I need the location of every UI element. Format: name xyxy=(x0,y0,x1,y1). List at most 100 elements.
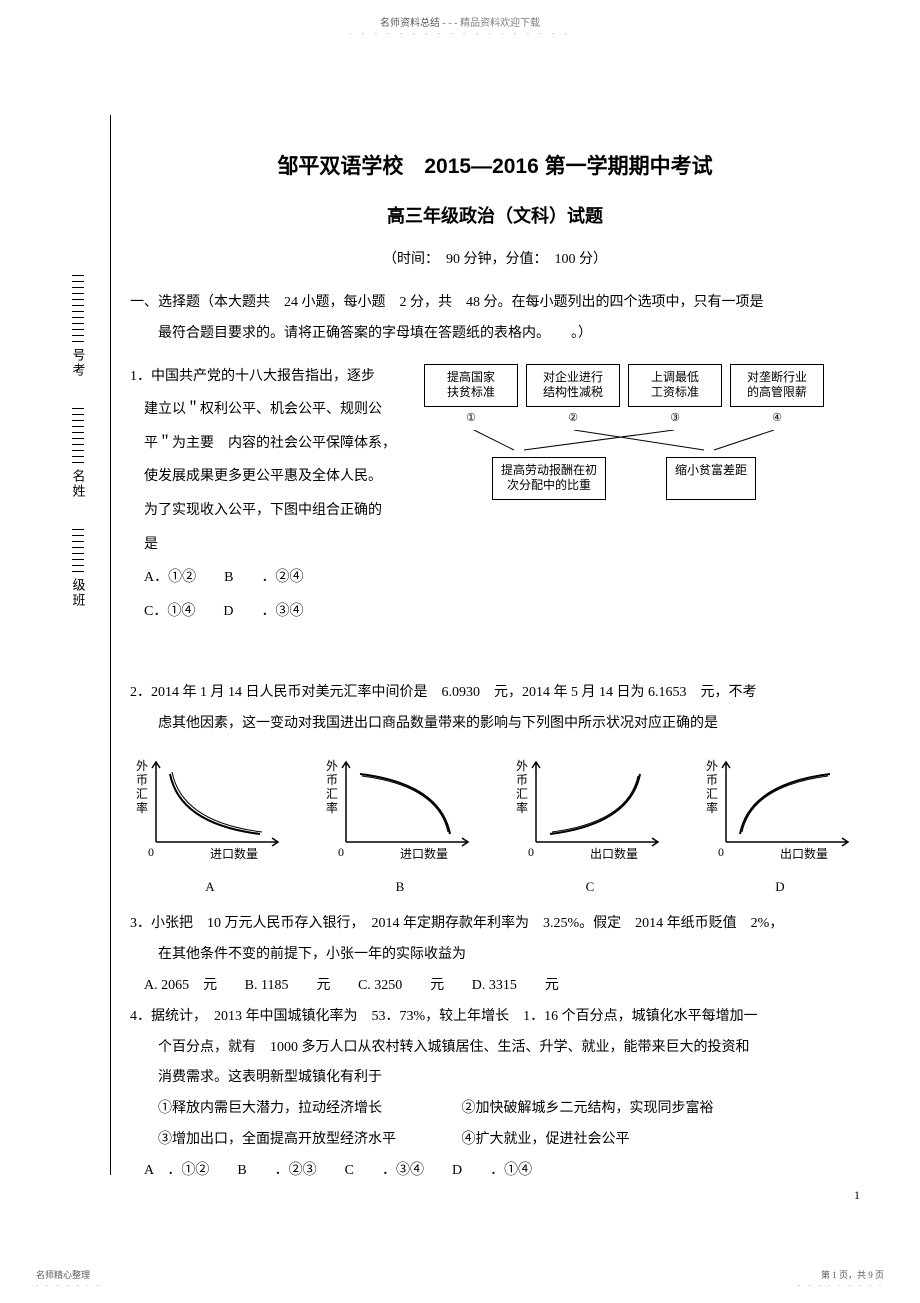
q3-options: A. 2065 元 B. 1185 元 C. 3250 元 D. 3315 元 xyxy=(130,971,860,1002)
svg-text:率: 率 xyxy=(706,800,718,815)
svg-text:出口数量: 出口数量 xyxy=(780,846,828,861)
svg-text:币: 币 xyxy=(516,773,528,787)
q1-diagram: 提高国家扶贫标准 对企业进行结构性减税 上调最低工资标准 对垄断行业的高管限薪 … xyxy=(424,360,824,500)
chart-c: 外币 汇率 0 出口数量 C xyxy=(510,754,670,901)
diagram-box-bottom: 提高劳动报酬在初次分配中的比重 xyxy=(492,457,606,500)
q1-opt-ab: A．①② B ．②④ xyxy=(130,561,400,595)
binding-dashes xyxy=(72,408,84,463)
page-number: 1 xyxy=(854,1188,860,1203)
svg-text:0: 0 xyxy=(148,845,154,859)
footer-right: 第 1 页，共 9 页 - - - - - - - - - xyxy=(798,1268,884,1289)
diagram-num: ④ xyxy=(730,411,824,424)
svg-text:进口数量: 进口数量 xyxy=(210,846,258,861)
svg-text:汇: 汇 xyxy=(136,787,148,801)
header-left: 名师资料总结 xyxy=(380,18,443,29)
page-content: 邹平双语学校 2015—2016 第一学期期中考试 高三年级政治（文科）试题 （… xyxy=(130,150,860,1187)
chart-d: 外币 汇率 0 出口数量 D xyxy=(700,754,860,901)
section-line1: 一、选择题（本大题共 24 小题，每小题 2 分，共 48 分。在每小题列出的四… xyxy=(130,295,764,310)
section-line2: 最符合题目要求的。请将正确答案的字母填在答题纸的表格内。 。） xyxy=(130,319,860,350)
svg-text:0: 0 xyxy=(338,845,344,859)
q4-line2: 个百分点，就有 1000 多万人口从农村转入城镇居住、生活、升学、就业，能带来巨… xyxy=(130,1033,860,1064)
q3-line2: 在其他条件不变的前提下，小张一年的实际收益为 xyxy=(130,940,860,971)
q3-opt-b: B. 1185 元 xyxy=(245,971,331,1002)
q3-opt-c: C. 3250 元 xyxy=(358,971,444,1002)
question-3: 3．小张把 10 万元人民币存入银行， 2014 年定期存款年利率为 3.25%… xyxy=(130,909,860,1001)
svg-text:汇: 汇 xyxy=(516,787,528,801)
question-1: 1．中国共产党的十八大报告指出，逐步 建立以＂权利公平、机会公平、规则公 平＂为… xyxy=(130,360,860,629)
svg-text:币: 币 xyxy=(326,773,338,787)
svg-text:汇: 汇 xyxy=(706,787,718,801)
binding-label-class: 级班 xyxy=(69,578,88,608)
binding-dashes xyxy=(72,275,84,342)
q1-opt-cd: C．①④ D ．③④ xyxy=(130,595,400,629)
diagram-num: ③ xyxy=(628,411,722,424)
svg-text:进口数量: 进口数量 xyxy=(400,846,448,861)
svg-text:币: 币 xyxy=(136,773,148,787)
vertical-rule xyxy=(110,115,111,1175)
diagram-box: 对企业进行结构性减税 xyxy=(526,364,620,407)
time-info: （时间： 90 分钟，分值： 100 分） xyxy=(130,248,860,268)
chart-label-b: B xyxy=(320,873,480,902)
ylabel: 外 xyxy=(136,759,148,773)
binding-dashes xyxy=(72,529,84,572)
svg-text:外: 外 xyxy=(516,759,528,773)
q4-line3: 消费需求。这表明新型城镇化有利于 xyxy=(130,1063,860,1094)
diagram-num: ① xyxy=(424,411,518,424)
q2-charts: 外 币 汇 率 0 进口数量 A 外币 汇率 xyxy=(130,754,860,901)
q3-line1: 3．小张把 10 万元人民币存入银行， 2014 年定期存款年利率为 3.25%… xyxy=(130,909,860,940)
chart-label-d: D xyxy=(700,873,860,902)
exam-title: 邹平双语学校 2015—2016 第一学期期中考试 xyxy=(130,150,860,180)
svg-text:率: 率 xyxy=(136,800,148,815)
q1-line: 建立以＂权利公平、机会公平、规则公 xyxy=(130,393,400,427)
diagram-box: 上调最低工资标准 xyxy=(628,364,722,407)
q2-line2: 虑其他因素，这一变动对我国进出口商品数量带来的影响与下列图中所示状况对应正确的是 xyxy=(130,709,860,740)
footer-left-text: 名师精心整理 xyxy=(36,1268,102,1281)
exam-subtitle: 高三年级政治（文科）试题 xyxy=(130,202,860,228)
diagram-box: 提高国家扶贫标准 xyxy=(424,364,518,407)
q1-text: 1．中国共产党的十八大报告指出，逐步 建立以＂权利公平、机会公平、规则公 平＂为… xyxy=(130,360,400,629)
q4-sub4: ④扩大就业，促进社会公平 xyxy=(462,1132,630,1147)
svg-text:0: 0 xyxy=(528,845,534,859)
q4-sub3: ③增加出口，全面提高开放型经济水平 xyxy=(158,1125,458,1156)
svg-text:外: 外 xyxy=(706,759,718,773)
question-2: 2．2014 年 1 月 14 日人民币对美元汇率中间价是 6.0930 元，2… xyxy=(130,678,860,901)
header-sep: - - - xyxy=(443,18,458,29)
chart-label-c: C xyxy=(510,873,670,902)
binding-label-name: 名姓 xyxy=(69,469,88,499)
header-right: 精品资料欢迎下载 xyxy=(460,18,540,29)
footer-left: 名师精心整理 - - - - - - - xyxy=(36,1268,102,1289)
q3-opt-d: D. 3315 元 xyxy=(472,971,559,1002)
diagram-box-bottom: 缩小贫富差距 xyxy=(666,457,756,500)
header-dots: - - - - - - - - - - - - - - - - - - xyxy=(0,29,920,38)
q4-sub1: ①释放内需巨大潜力，拉动经济增长 xyxy=(158,1094,458,1125)
diagram-box: 对垄断行业的高管限薪 xyxy=(730,364,824,407)
svg-text:率: 率 xyxy=(516,800,528,815)
svg-text:出口数量: 出口数量 xyxy=(590,846,638,861)
top-header: 名师资料总结 - - - 精品资料欢迎下载 - - - - - - - - - … xyxy=(0,14,920,38)
footer-dots: - - - - - - - xyxy=(36,1281,102,1289)
q1-line: 为了实现收入公平，下图中组合正确的 xyxy=(130,494,400,528)
footer-right-text: 第 1 页，共 9 页 xyxy=(798,1268,884,1281)
diagram-connectors xyxy=(424,430,824,452)
svg-text:0: 0 xyxy=(718,845,724,859)
q1-line: 是 xyxy=(130,528,400,562)
q1-line: 平＂为主要 内容的社会公平保障体系， xyxy=(130,427,400,461)
q4-subs: ①释放内需巨大潜力，拉动经济增长 ②加快破解城乡二元结构，实现同步富裕 xyxy=(130,1094,860,1125)
chart-a: 外 币 汇 率 0 进口数量 A xyxy=(130,754,290,901)
q4-options: A ．①② B ．②③ C ．③④ D ．①④ xyxy=(130,1156,860,1187)
q4-subs2: ③增加出口，全面提高开放型经济水平 ④扩大就业，促进社会公平 xyxy=(130,1125,860,1156)
svg-text:率: 率 xyxy=(326,800,338,815)
binding-label-exam: 号考 xyxy=(69,348,88,378)
svg-text:外: 外 xyxy=(326,759,338,773)
chart-label-a: A xyxy=(130,873,290,902)
section-1-head: 一、选择题（本大题共 24 小题，每小题 2 分，共 48 分。在每小题列出的四… xyxy=(130,288,860,350)
q4-line1: 4．据统计， 2013 年中国城镇化率为 53．73%，较上年增长 1．16 个… xyxy=(130,1002,860,1033)
chart-b: 外币 汇率 0 进口数量 B xyxy=(320,754,480,901)
footer-dots: - - - - - - - - - xyxy=(798,1281,884,1289)
q1-line: 使发展成果更多更公平惠及全体人民。 xyxy=(130,460,400,494)
svg-text:汇: 汇 xyxy=(326,787,338,801)
q4-sub2: ②加快破解城乡二元结构，实现同步富裕 xyxy=(462,1101,714,1116)
question-4: 4．据统计， 2013 年中国城镇化率为 53．73%，较上年增长 1．16 个… xyxy=(130,1002,860,1187)
diagram-num: ② xyxy=(526,411,620,424)
svg-text:币: 币 xyxy=(706,773,718,787)
